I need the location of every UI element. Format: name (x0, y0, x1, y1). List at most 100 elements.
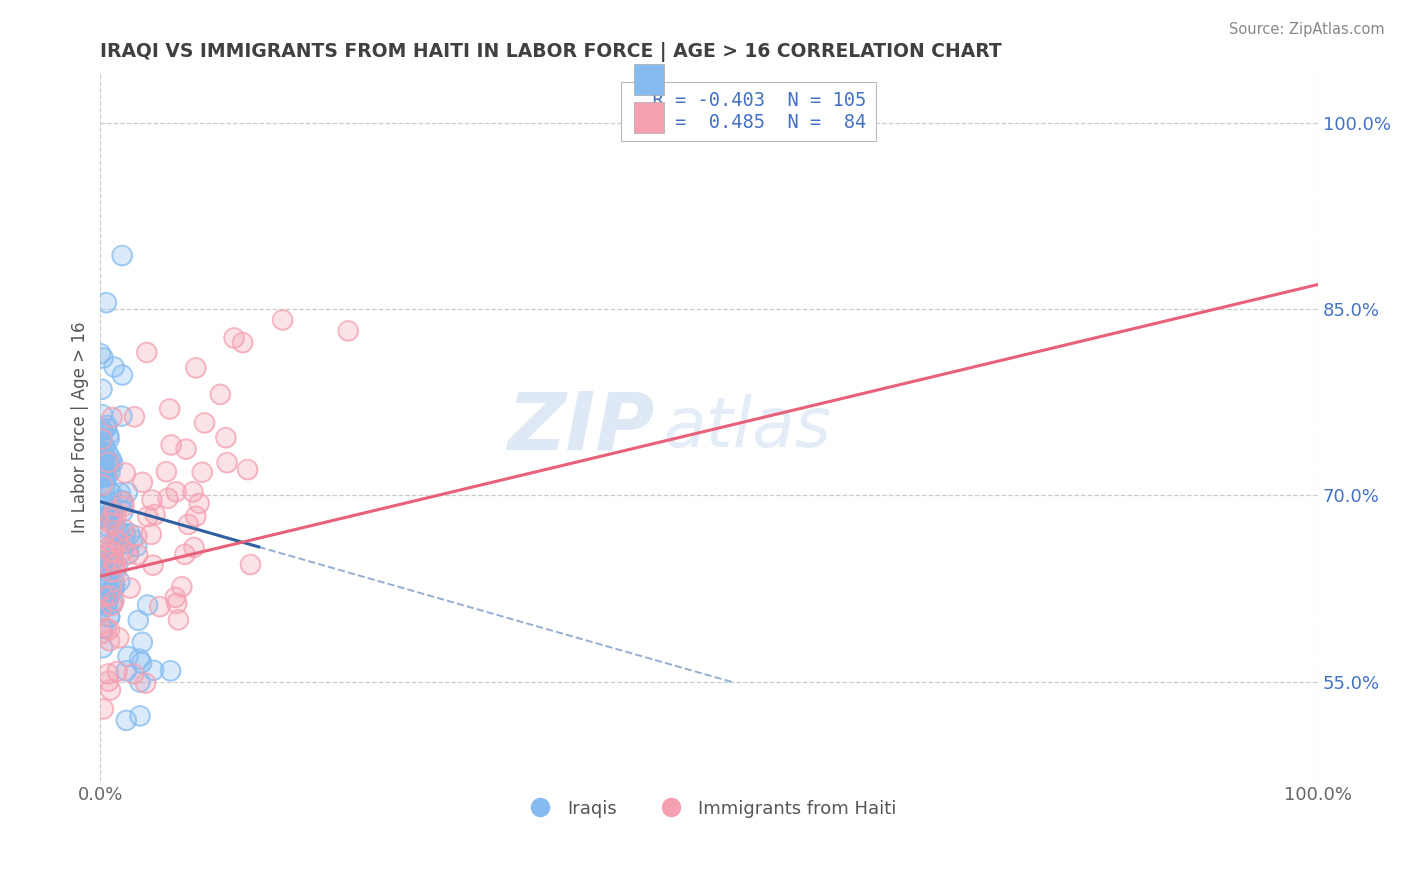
FancyBboxPatch shape (634, 102, 664, 133)
Point (91, 470, 114, 484)
Point (97, 666, 120, 681)
Point (103, 582, 125, 596)
Point (104, 557, 127, 571)
Point (90, 470, 112, 484)
Point (117, 548, 139, 562)
Point (105, 665, 128, 679)
Point (96, 295, 118, 310)
Point (193, 416, 215, 430)
Point (149, 599, 172, 614)
Point (103, 577, 125, 591)
Point (118, 546, 141, 560)
Point (167, 613, 190, 627)
Point (97, 519, 120, 533)
Point (183, 541, 205, 555)
Point (94, 439, 117, 453)
Text: ZIP: ZIP (508, 388, 654, 467)
Point (100, 510, 122, 524)
Point (91, 478, 114, 492)
Point (96, 621, 118, 635)
Point (112, 544, 135, 558)
Point (131, 475, 153, 490)
Point (91, 408, 114, 422)
Point (159, 401, 181, 416)
Point (129, 675, 152, 690)
Point (165, 591, 187, 605)
Point (98, 457, 121, 471)
Point (108, 574, 131, 589)
Point (101, 410, 124, 425)
Point (135, 676, 157, 690)
Point (90, 382, 112, 396)
Point (98, 509, 121, 524)
Point (103, 594, 125, 608)
Point (96, 418, 118, 433)
Point (131, 656, 153, 670)
Point (122, 666, 145, 681)
Point (118, 546, 141, 560)
Point (127, 548, 149, 562)
Point (101, 410, 124, 425)
Point (209, 387, 232, 401)
Point (115, 485, 138, 500)
Point (98, 610, 121, 624)
Point (232, 335, 254, 350)
Point (111, 409, 134, 423)
Point (90, 594, 112, 608)
Point (91, 448, 114, 462)
Point (89, 464, 111, 478)
Point (97, 576, 120, 591)
Point (103, 505, 125, 519)
Point (91, 435, 114, 450)
Point (108, 631, 131, 645)
Point (271, 313, 294, 327)
Point (118, 526, 141, 541)
Point (96, 469, 118, 483)
Point (98, 465, 121, 479)
Point (236, 462, 259, 476)
Point (90, 511, 112, 525)
Point (91, 351, 114, 365)
Point (96, 599, 118, 614)
Point (103, 517, 125, 532)
Point (94, 509, 117, 524)
Point (100, 565, 122, 579)
Point (93, 521, 115, 535)
Point (184, 509, 207, 524)
Text: Source: ZipAtlas.com: Source: ZipAtlas.com (1229, 22, 1385, 37)
Point (111, 409, 134, 423)
Point (91, 478, 114, 492)
Point (103, 577, 125, 591)
Point (115, 664, 138, 678)
Point (90, 382, 112, 396)
Point (215, 431, 238, 445)
Point (98, 609, 121, 624)
Point (93, 590, 115, 604)
Point (181, 484, 204, 499)
Point (100, 510, 122, 524)
Point (96, 295, 118, 310)
Point (93, 500, 115, 514)
Point (156, 491, 179, 506)
Point (96, 599, 118, 614)
Point (141, 492, 163, 507)
Point (136, 509, 159, 524)
Point (94, 463, 117, 477)
Point (94, 466, 117, 480)
Point (98, 509, 121, 524)
Point (117, 649, 139, 664)
Point (127, 613, 149, 627)
Point (90, 604, 112, 618)
Point (184, 360, 207, 375)
Point (135, 345, 157, 359)
Point (141, 527, 163, 541)
Point (98, 589, 121, 603)
Point (94, 468, 117, 483)
Point (155, 465, 177, 479)
Point (115, 664, 138, 678)
Point (103, 553, 125, 567)
Point (104, 508, 127, 523)
Point (177, 517, 200, 532)
Point (232, 335, 254, 350)
Point (193, 416, 215, 430)
